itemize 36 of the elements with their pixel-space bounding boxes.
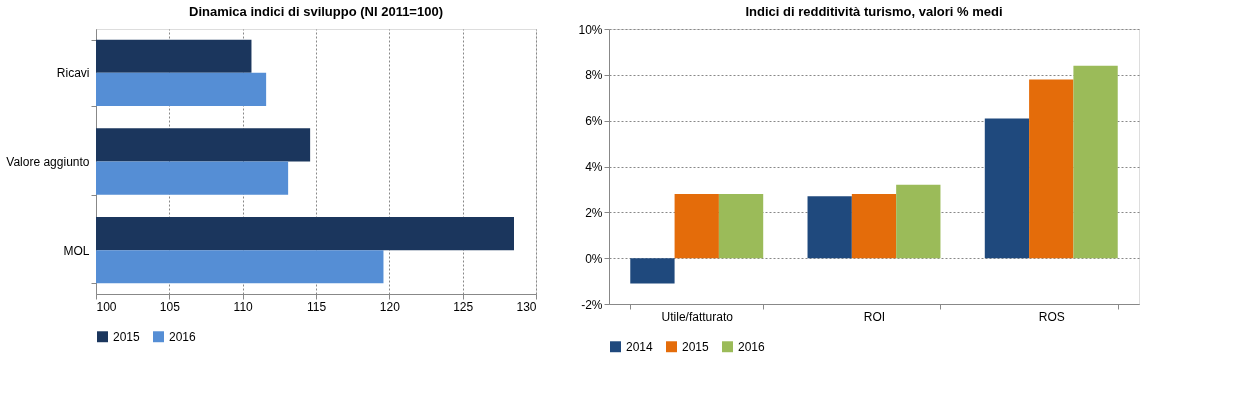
bar: [1029, 79, 1074, 259]
y-tick-label: Valore aggiunto: [6, 155, 90, 169]
bar: [718, 194, 764, 259]
legend-label: 2015: [682, 339, 710, 354]
chart-title: Indici di redditività turismo, valori % medi: [745, 4, 1003, 19]
x-tick-label: 110: [233, 299, 254, 314]
y-tick-label: 4%: [585, 160, 603, 174]
bar: [674, 194, 719, 259]
legend-label: 2015: [113, 329, 141, 344]
bar: [1073, 65, 1118, 259]
y-tick-label: 6%: [585, 114, 603, 129]
y-tick-label: 10%: [578, 22, 603, 37]
y-tick-label: Ricavi: [56, 66, 90, 81]
bar: [984, 118, 1030, 259]
bar: [896, 184, 941, 259]
y-tick-label: 2%: [585, 205, 603, 220]
x-tick-label: 125: [453, 299, 474, 314]
x-tick-label: 120: [379, 299, 401, 314]
x-tick-label: 100: [96, 299, 117, 314]
bar: [630, 258, 675, 284]
x-tick-label: ROI: [863, 309, 886, 324]
legend-label: 2016: [738, 339, 766, 354]
x-tick-label: ROS: [1038, 309, 1065, 324]
legend-label: 2014: [626, 339, 654, 354]
x-tick-label: 105: [159, 299, 181, 314]
y-tick-label: 0%: [585, 251, 603, 266]
x-tick-label: Utile/fatturato: [661, 309, 734, 324]
bar: [807, 196, 852, 259]
y-tick-label: 8%: [585, 68, 603, 83]
y-tick-label: MOL: [63, 243, 90, 258]
x-tick-label: 130: [516, 299, 537, 314]
legend-label: 2016: [169, 329, 197, 344]
chart-title: Dinamica indici di sviluppo (NI 2011=100): [189, 4, 443, 19]
bar: [851, 194, 897, 259]
y-tick-label: -2%: [581, 297, 603, 312]
x-tick-label: 115: [306, 299, 327, 314]
